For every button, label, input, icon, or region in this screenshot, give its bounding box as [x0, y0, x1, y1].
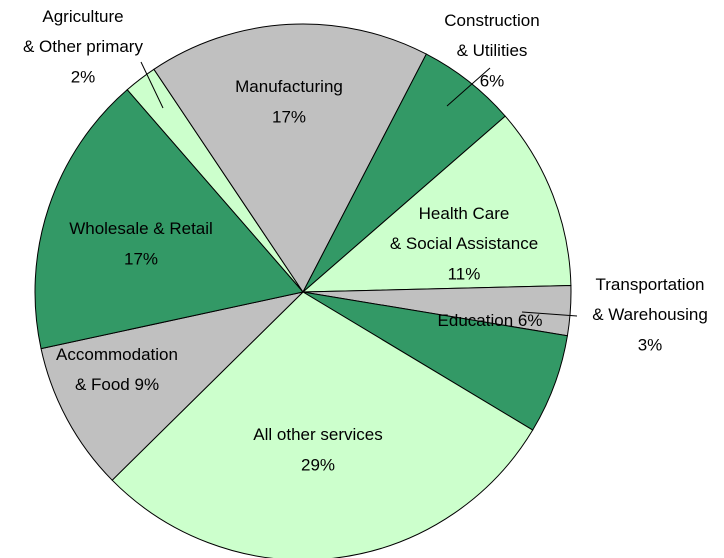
value-label: 2% [71, 67, 96, 86]
slice-label: Wholesale & Retail [69, 219, 213, 238]
slice-label: & Other primary [23, 37, 143, 56]
leader-line [446, 67, 491, 107]
leader-line [521, 311, 578, 317]
leader-line [140, 61, 164, 109]
slice-label: Construction [444, 11, 539, 30]
value-label: 11% [448, 264, 481, 283]
value-label: 9% [134, 375, 159, 394]
category-label: & Utilities [457, 41, 528, 60]
pie-slice [111, 291, 534, 558]
value-label: 6% [480, 71, 505, 90]
slice-label: Agriculture [42, 7, 123, 26]
pie-slice [34, 89, 304, 350]
category-label: All other services [253, 425, 382, 444]
slice-label: & Utilities [457, 41, 528, 60]
slice-label: & Warehousing [592, 305, 708, 324]
pie-slice [301, 115, 572, 293]
pie [34, 23, 572, 558]
category-label: Agriculture [42, 7, 123, 26]
category-label: Construction [444, 11, 539, 30]
slice-label: & Social Assistance [390, 234, 538, 253]
slice-label: Education 6% [438, 311, 543, 330]
category-label: & Food [75, 375, 130, 394]
pie-slice [153, 23, 428, 293]
category-label: Education [438, 311, 514, 330]
slice-label: All other services [253, 425, 382, 444]
value-label: 17% [124, 249, 158, 268]
category-label: & Social Assistance [390, 234, 538, 253]
labels: Agriculture & Other primary 2% Manufacturin… [23, 7, 708, 474]
value-label: 3% [638, 335, 663, 354]
category-label: Transportation [596, 275, 705, 294]
category-label: & Other primary [23, 37, 143, 56]
category-label: & Warehousing [592, 305, 708, 324]
category-label: Accommodation [56, 345, 178, 364]
slice-label: Health Care [419, 204, 510, 223]
slice-label: Accommodation [56, 345, 178, 364]
value-label: 6% [518, 311, 543, 330]
category-label: Health Care [419, 204, 510, 223]
slice-label: Transportation [596, 275, 705, 294]
pie-slice [40, 291, 305, 481]
slice-label: & Food 9% [75, 375, 159, 394]
category-label: Wholesale & Retail [69, 219, 213, 238]
category-label: Manufacturing [235, 77, 343, 96]
slice-label: Manufacturing [235, 77, 343, 96]
value-label: 29% [301, 455, 335, 474]
value-label: 17% [272, 107, 306, 126]
